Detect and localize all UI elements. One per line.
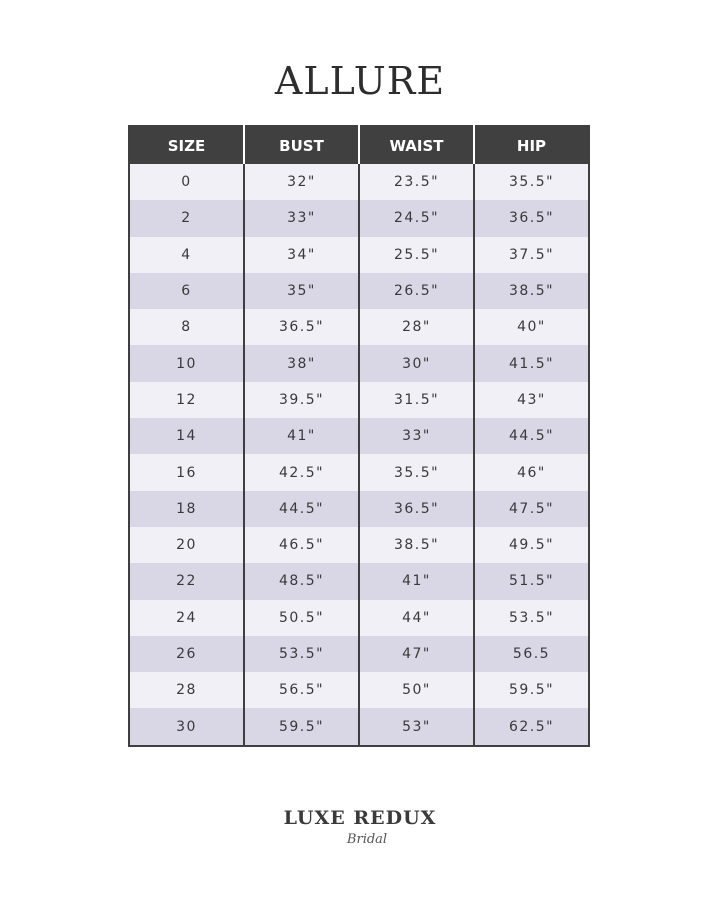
- cell-hip: 40": [473, 309, 589, 346]
- table-row: 0 32" 23.5" 35.5": [129, 164, 589, 201]
- cell-size: 16: [129, 454, 244, 491]
- logo-main-text: LUXE REDUX: [283, 807, 437, 829]
- cell-hip: 41.5": [473, 345, 589, 382]
- brand-logo: LUXE REDUX Bridal: [0, 806, 720, 848]
- page-title: ALLURE: [274, 59, 446, 103]
- cell-hip: 47.5": [473, 490, 589, 527]
- cell-hip: 36.5": [473, 200, 589, 237]
- cell-waist: 36.5": [358, 490, 474, 527]
- cell-bust: 53.5": [243, 635, 359, 673]
- logo-sub-text: Bridal: [346, 832, 388, 847]
- cell-waist: 50": [358, 672, 474, 709]
- cell-hip: 43": [473, 381, 589, 419]
- cell-hip: 53.5": [473, 599, 589, 636]
- table-row: 20 46.5" 38.5" 49.5": [129, 526, 589, 564]
- cell-size: 26: [129, 635, 244, 673]
- cell-size: 22: [129, 563, 244, 600]
- cell-bust: 59.5": [243, 708, 359, 746]
- cell-bust: 33": [243, 200, 359, 237]
- table-row: 2 33" 24.5" 36.5": [129, 200, 589, 237]
- column-header-waist: WAIST: [358, 126, 474, 164]
- cell-bust: 46.5": [243, 526, 359, 564]
- cell-bust: 38": [243, 345, 359, 382]
- cell-bust: 35": [243, 272, 359, 310]
- table-row: 16 42.5" 35.5" 46": [129, 454, 589, 491]
- cell-waist: 26.5": [358, 272, 474, 310]
- table-row: 4 34" 25.5" 37.5": [129, 236, 589, 273]
- cell-bust: 56.5": [243, 672, 359, 709]
- cell-size: 20: [129, 526, 244, 564]
- cell-size: 8: [129, 309, 244, 346]
- cell-bust: 48.5": [243, 563, 359, 600]
- table-row: 10 38" 30" 41.5": [129, 345, 589, 382]
- cell-bust: 41": [243, 418, 359, 455]
- cell-size: 0: [129, 164, 244, 201]
- table-row: 28 56.5" 50" 59.5": [129, 672, 589, 709]
- cell-waist: 23.5": [358, 164, 474, 201]
- cell-bust: 50.5": [243, 599, 359, 636]
- cell-hip: 46": [473, 454, 589, 491]
- cell-bust: 44.5": [243, 490, 359, 527]
- table-row: 26 53.5" 47" 56.5: [129, 635, 589, 673]
- cell-hip: 44.5": [473, 418, 589, 455]
- cell-waist: 47": [358, 635, 474, 673]
- table-row: 8 36.5" 28" 40": [129, 309, 589, 346]
- table-row: 24 50.5" 44" 53.5": [129, 599, 589, 636]
- cell-waist: 44": [358, 599, 474, 636]
- cell-waist: 24.5": [358, 200, 474, 237]
- cell-hip: 35.5": [473, 164, 589, 201]
- cell-waist: 41": [358, 563, 474, 600]
- cell-hip: 59.5": [473, 672, 589, 709]
- cell-hip: 37.5": [473, 236, 589, 273]
- size-chart-table: SIZE BUST WAIST HIP 0 32" 23.5" 35.5" 2 33" 24.5"…: [128, 125, 590, 747]
- cell-bust: 42.5": [243, 454, 359, 491]
- cell-hip: 62.5": [473, 708, 589, 746]
- cell-waist: 31.5": [358, 381, 474, 419]
- cell-hip: 51.5": [473, 563, 589, 600]
- cell-size: 12: [129, 381, 244, 419]
- table-row: 14 41" 33" 44.5": [129, 418, 589, 455]
- table-row: 6 35" 26.5" 38.5": [129, 272, 589, 310]
- cell-hip: 38.5": [473, 272, 589, 310]
- column-header-bust: BUST: [243, 126, 359, 164]
- cell-bust: 32": [243, 164, 359, 201]
- cell-size: 4: [129, 236, 244, 273]
- cell-size: 14: [129, 418, 244, 455]
- cell-waist: 30": [358, 345, 474, 382]
- cell-waist: 38.5": [358, 526, 474, 564]
- cell-size: 6: [129, 272, 244, 310]
- cell-size: 30: [129, 708, 244, 746]
- cell-size: 2: [129, 200, 244, 237]
- cell-waist: 28": [358, 309, 474, 346]
- column-header-size: SIZE: [129, 126, 244, 164]
- cell-size: 10: [129, 345, 244, 382]
- column-header-hip: HIP: [473, 126, 589, 164]
- cell-hip: 49.5": [473, 526, 589, 564]
- cell-waist: 33": [358, 418, 474, 455]
- cell-size: 18: [129, 490, 244, 527]
- table-row: 22 48.5" 41" 51.5": [129, 563, 589, 600]
- table-row: 12 39.5" 31.5" 43": [129, 381, 589, 419]
- cell-size: 28: [129, 672, 244, 709]
- cell-bust: 39.5": [243, 381, 359, 419]
- table-header-row: SIZE BUST WAIST HIP: [129, 126, 589, 164]
- cell-bust: 34": [243, 236, 359, 273]
- table-row: 30 59.5" 53" 62.5": [129, 708, 589, 746]
- cell-waist: 53": [358, 708, 474, 746]
- cell-bust: 36.5": [243, 309, 359, 346]
- cell-waist: 25.5": [358, 236, 474, 273]
- cell-waist: 35.5": [358, 454, 474, 491]
- table-row: 18 44.5" 36.5" 47.5": [129, 490, 589, 527]
- cell-hip: 56.5: [473, 635, 589, 673]
- cell-size: 24: [129, 599, 244, 636]
